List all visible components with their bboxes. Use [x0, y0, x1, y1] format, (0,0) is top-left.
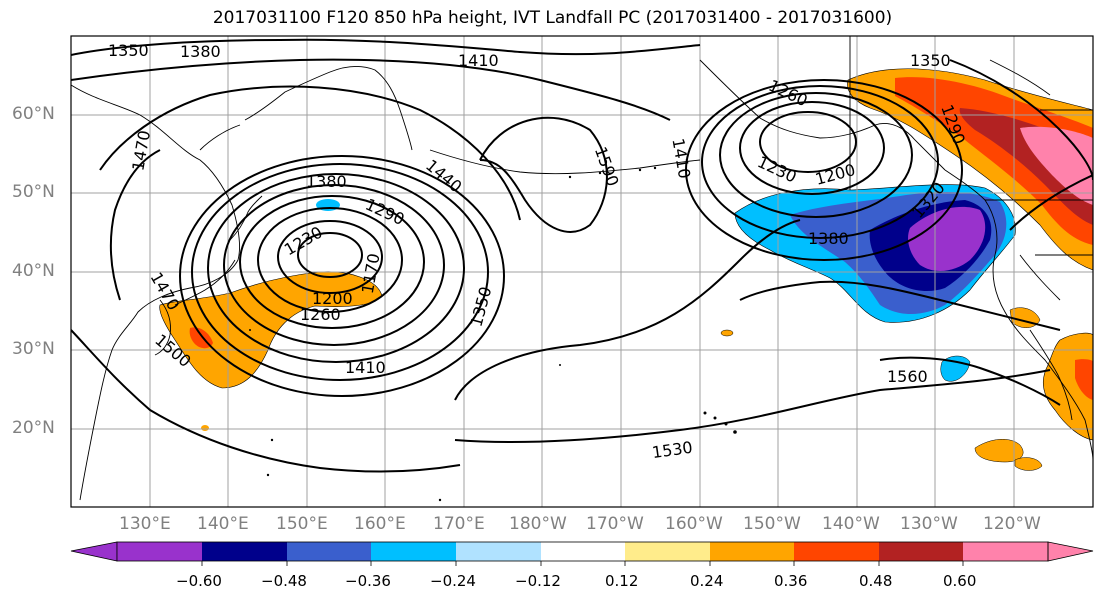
- contour-label: 1350: [910, 51, 951, 70]
- contour-label: 1410: [345, 358, 386, 377]
- contour-label: 1560: [887, 367, 928, 386]
- colorbar-segment: [541, 542, 625, 561]
- colorbar-tick-label: 0.24: [690, 572, 724, 590]
- contour-label: 1200: [813, 160, 857, 189]
- contour-label: 1350: [108, 41, 149, 60]
- lat-label: 50°N: [12, 182, 55, 202]
- lon-label: 170°E: [433, 514, 485, 534]
- lat-label: 60°N: [12, 104, 55, 124]
- lon-label: 170°W: [586, 514, 644, 534]
- colorbar-tick-label: −0.48: [261, 572, 307, 590]
- contour-labels: 1350 1380 1410 1470 1440 1590 1410 1260 …: [108, 41, 969, 462]
- asia-coastline: [71, 84, 241, 501]
- colorbar-segment: [625, 542, 710, 561]
- colorbar-segment: [879, 542, 963, 561]
- colorbar-segment: [202, 542, 287, 561]
- small-positive-spot: [720, 329, 734, 337]
- lon-label: 130°W: [900, 514, 958, 534]
- map-frame: [70, 35, 1094, 508]
- colorbar-segment: [710, 542, 794, 561]
- baja-coastline: [1029, 329, 1073, 421]
- lon-label: 160°E: [354, 514, 406, 534]
- colorbar-segment: [456, 542, 541, 561]
- inland-boundaries: [989, 59, 1093, 301]
- contour-label: 1230: [281, 223, 326, 260]
- colorbar-max-extension: [1047, 541, 1094, 562]
- canada-border: [849, 36, 1093, 256]
- contour-label: 1380: [180, 42, 221, 61]
- lon-label: 130°E: [119, 514, 171, 534]
- colorbar-segment: [287, 542, 371, 561]
- colorbar-segment: [371, 542, 456, 561]
- lat-label: 30°N: [12, 339, 55, 359]
- lat-label: 20°N: [12, 418, 55, 438]
- contour-label: 1200: [312, 289, 353, 308]
- kamchatka-coastline: [244, 65, 413, 151]
- lon-label: 160°W: [665, 514, 723, 534]
- contour-label: 1590: [591, 144, 623, 189]
- korea-coastline: [154, 299, 171, 356]
- contour-label: 1410: [668, 137, 694, 180]
- lon-label: 180°W: [509, 514, 567, 534]
- colorbar-segment: [117, 542, 202, 561]
- colorbar-tick-label: 0.36: [774, 572, 808, 590]
- colorbar-tick-label: −0.24: [430, 572, 476, 590]
- lon-label: 150°E: [276, 514, 328, 534]
- colorbar-tick-label: −0.60: [176, 572, 222, 590]
- colorbar-tick-label: 0.60: [943, 572, 977, 590]
- colorbar-segment: [963, 542, 1048, 561]
- contour-label: 1410: [458, 51, 499, 70]
- colorbar-tick-label: 0.12: [605, 572, 639, 590]
- contour-label: 1530: [651, 438, 694, 462]
- colorbar-tick-label: −0.12: [515, 572, 561, 590]
- colorbar-tick-label: −0.36: [345, 572, 391, 590]
- small-positive-spot: [201, 425, 209, 431]
- colorbar-min-extension: [70, 541, 118, 562]
- colorbar-tick-label: 0.48: [859, 572, 893, 590]
- map-title: 2017031100 F120 850 hPa height, IVT Land…: [212, 8, 893, 28]
- lon-label: 150°W: [743, 514, 801, 534]
- contour-label: 1380: [306, 172, 347, 191]
- positive-anomaly-southeast-2: [1075, 359, 1093, 400]
- contour-label: 1440: [422, 156, 465, 197]
- negative-anomaly-4: [908, 206, 986, 272]
- positive-anomaly-southeast-4: [1014, 457, 1043, 471]
- colorbar-segment: [794, 542, 879, 561]
- contour-label: 1260: [300, 305, 341, 324]
- positive-anomaly-southeast-3: [974, 439, 1024, 463]
- lon-label: 140°W: [822, 514, 880, 534]
- alaska-coastline: [699, 59, 946, 171]
- colorbar: [70, 541, 1094, 566]
- height-contours: [71, 38, 1093, 473]
- lon-label: 120°W: [983, 514, 1041, 534]
- okhotsk-coastline: [199, 124, 241, 151]
- lat-label: 40°N: [12, 261, 55, 281]
- lon-label: 140°E: [197, 514, 249, 534]
- aleutian-chain: [429, 149, 701, 175]
- coastlines: [71, 36, 1093, 501]
- contour-label: 1380: [808, 229, 849, 248]
